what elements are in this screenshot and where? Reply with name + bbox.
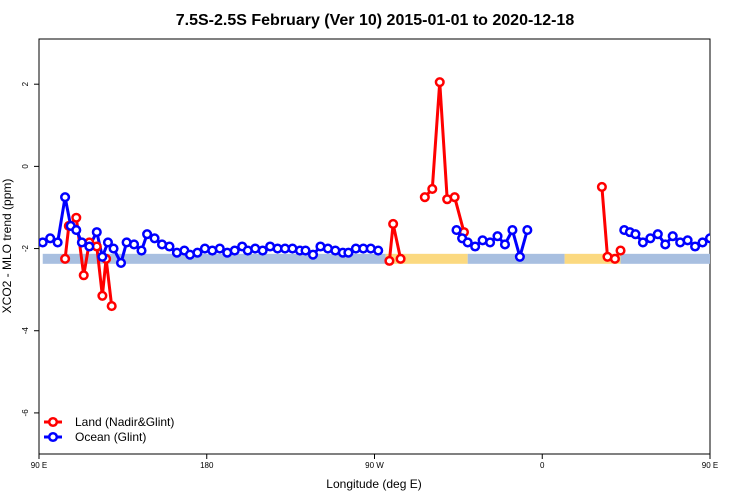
ocean-point xyxy=(522,225,533,236)
ocean-point xyxy=(60,192,71,203)
land-point xyxy=(732,255,740,263)
ocean-point xyxy=(129,239,140,250)
ocean-point xyxy=(136,245,147,256)
ocean-point xyxy=(115,257,127,268)
ocean-point xyxy=(682,235,693,246)
ocean-point xyxy=(743,245,750,253)
land-series-line-4 xyxy=(736,218,750,306)
ocean-point xyxy=(164,241,175,252)
ocean-point xyxy=(39,237,48,248)
ocean-point xyxy=(492,231,503,242)
x-tick-label: 90 E xyxy=(702,461,718,470)
ocean-point xyxy=(719,193,727,201)
ocean-point xyxy=(630,229,641,240)
ocean-point xyxy=(76,237,87,248)
ocean-point xyxy=(52,237,63,248)
ocean-point xyxy=(645,233,656,244)
land-point xyxy=(71,212,82,223)
x-axis: 90 E 180 90 W 0 90 E xyxy=(31,454,718,470)
ocean-point xyxy=(373,245,384,256)
land-point xyxy=(97,290,108,301)
series-points xyxy=(39,77,750,312)
legend: Land (Nadir&Glint) Ocean (Glint) xyxy=(44,415,174,444)
ocean-point xyxy=(45,233,56,244)
ocean-point xyxy=(300,245,311,256)
ocean-point xyxy=(97,251,108,262)
ocean-point xyxy=(257,245,268,256)
y-axis: 2 0 -2 -4 -6 xyxy=(21,81,39,416)
land-point xyxy=(106,301,117,312)
y-tick-label: -2 xyxy=(21,244,30,252)
ocean-point xyxy=(84,241,95,252)
x-axis-label: Longitude (deg E) xyxy=(326,477,421,491)
y-tick-label: 0 xyxy=(21,164,30,169)
land-point xyxy=(60,253,71,264)
ocean-point xyxy=(462,237,473,248)
ocean-point xyxy=(451,225,462,236)
ocean-point xyxy=(507,225,518,236)
ocean-point xyxy=(71,225,82,236)
chart-title: 7.5S-2.5S February (Ver 10) 2015-01-01 t… xyxy=(176,12,575,29)
ocean-point xyxy=(704,233,710,244)
band-land-1 xyxy=(385,253,468,264)
ocean-point xyxy=(214,243,225,254)
ocean-point xyxy=(730,224,738,232)
ocean-point xyxy=(192,247,203,258)
ocean-point xyxy=(307,249,319,260)
land-point xyxy=(419,192,430,203)
land-point xyxy=(395,253,406,264)
y-tick-label: 2 xyxy=(21,81,30,86)
x-tick-label: 180 xyxy=(200,461,214,470)
y-axis-label: XCO2 - MLO trend (ppm) xyxy=(0,179,14,314)
ocean-point xyxy=(108,243,119,254)
ocean-point xyxy=(637,237,648,248)
land-point xyxy=(449,192,460,203)
ocean-point xyxy=(697,237,708,248)
land-series-line-2 xyxy=(423,80,466,233)
ocean-point xyxy=(690,241,701,252)
series-lines xyxy=(42,80,750,307)
ocean-point xyxy=(499,239,511,250)
land-point xyxy=(743,214,750,222)
ocean-point xyxy=(149,233,160,244)
land-point xyxy=(78,270,89,281)
land-point xyxy=(609,253,620,264)
ocean-point xyxy=(514,251,525,262)
land-point xyxy=(596,181,607,192)
y-tick-label: -4 xyxy=(21,327,30,335)
band-ocean-4 xyxy=(620,253,710,264)
ocean-point xyxy=(142,229,153,240)
ocean-point xyxy=(229,245,240,256)
land-point xyxy=(384,255,395,266)
ocean-series-line-2 xyxy=(623,228,710,248)
legend-land-marker xyxy=(47,416,59,428)
x-tick-label: 90 W xyxy=(365,461,384,470)
ocean-point xyxy=(485,237,496,248)
ocean-point xyxy=(738,239,746,247)
ocean-point xyxy=(470,241,481,252)
land-point xyxy=(434,77,445,88)
ocean-point xyxy=(343,247,354,258)
ocean-point xyxy=(91,227,102,238)
land-point xyxy=(388,218,399,229)
ocean-point xyxy=(714,239,722,247)
x-tick-label: 0 xyxy=(540,461,545,470)
land-point xyxy=(615,245,626,256)
band-land-3 xyxy=(564,253,621,264)
ocean-point xyxy=(652,229,663,240)
y-tick-label: -6 xyxy=(21,409,30,417)
legend-ocean-marker xyxy=(47,431,59,443)
ocean-point xyxy=(102,237,114,248)
legend-land-label: Land (Nadir&Glint) xyxy=(75,415,174,429)
band-ocean-0 xyxy=(42,253,386,264)
x-tick-label: 90 E xyxy=(31,461,47,470)
ocean-point xyxy=(667,231,678,242)
land-point xyxy=(736,222,744,230)
land-point xyxy=(427,183,438,195)
ocean-point xyxy=(660,239,671,250)
legend-ocean-label: Ocean (Glint) xyxy=(75,430,146,444)
ocean-point xyxy=(725,222,733,230)
